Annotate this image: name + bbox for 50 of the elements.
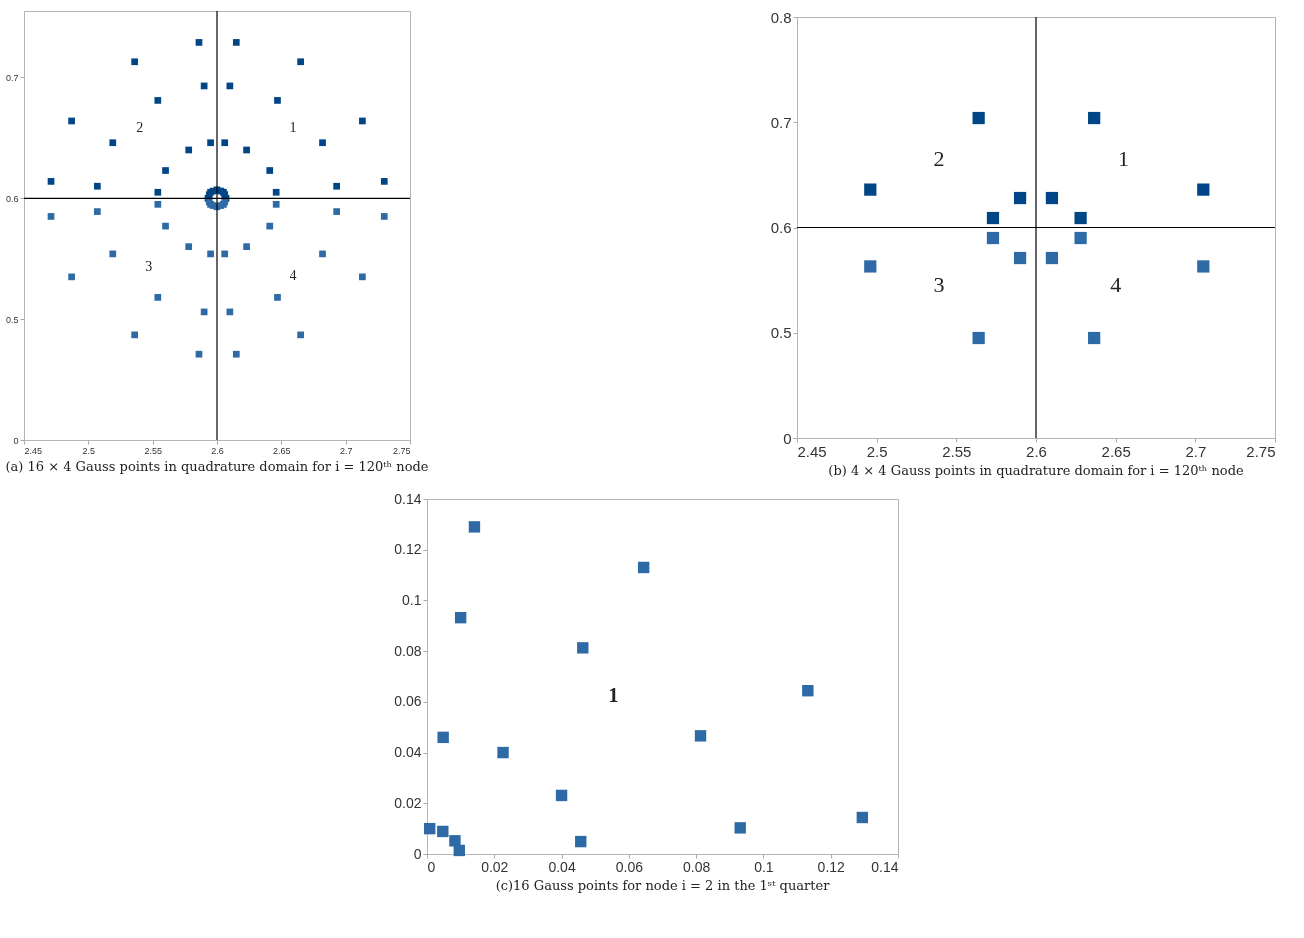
text: (a) 16 × 4 Gauss points in quadrature domain for i = 120ᵗʰ node (5, 459, 429, 474)
annotation: 3 (145, 259, 153, 275)
y-tick-label: 0.5 (770, 324, 792, 342)
x-tick-label: 2.5 (866, 442, 888, 460)
x-tick-label: 2.55 (144, 445, 162, 456)
y-tick-label: 0.06 (393, 693, 422, 710)
y-tick-label: 0.14 (393, 490, 422, 507)
y-tick-label: 0.1 (401, 591, 422, 608)
x-tick-label: 2.45 (797, 442, 827, 460)
x-tick-label: 0.06 (615, 858, 643, 875)
annotation: 2 (136, 120, 144, 136)
x-tick-label: 2.6 (211, 445, 224, 456)
y-tick-label: 0.6 (770, 219, 792, 236)
annotation: 4 (289, 267, 297, 283)
annotation: 4 (1110, 272, 1122, 298)
annotation: 1 (1117, 146, 1129, 172)
x-tick-label: 2.65 (273, 445, 291, 456)
annotation: 3 (933, 272, 945, 298)
x-tick-label: 2.65 (1101, 442, 1131, 460)
y-tick-label: 0.8 (770, 8, 792, 26)
x-tick-label: 2.7 (339, 445, 353, 456)
x-tick-label: 0.1 (753, 858, 774, 875)
annotation: 1 (289, 120, 297, 136)
x-tick-label: 2.7 (1185, 442, 1207, 460)
y-tick-label: 0 (413, 845, 422, 862)
x-tick-label: 2.75 (392, 445, 411, 456)
x-tick-label: 2.75 (1246, 442, 1276, 460)
x-tick-label: 0.02 (480, 858, 509, 875)
y-tick-label: 0.6 (5, 193, 19, 204)
y-tick-label: 0.7 (5, 72, 19, 83)
y-tick-label: 0.04 (393, 744, 422, 761)
x-tick-label: 2.45 (24, 445, 43, 456)
text: (c)16 Gauss points for node i = 2 in the 1ˢᵗ quarter (495, 878, 830, 893)
y-tick-label: 0.02 (393, 794, 422, 811)
y-tick-label: 0.12 (393, 541, 422, 558)
x-tick-label: 0.12 (817, 858, 845, 875)
text: (b) 4 × 4 Gauss points in quadrature domain for i = 120ᵗʰ node (828, 463, 1244, 478)
x-tick-label: 0.04 (547, 858, 576, 875)
x-tick-label: 0 (427, 858, 435, 875)
x-tick-label: 2.6 (1026, 442, 1047, 460)
y-tick-label: 0.7 (770, 113, 792, 131)
y-tick-label: 0.08 (393, 642, 422, 659)
x-tick-label: 2.5 (82, 445, 96, 456)
x-tick-label: 0.14 (870, 858, 899, 875)
annotation: 1 (608, 684, 619, 707)
y-tick-label: 0.5 (5, 314, 19, 325)
x-tick-label: 0.08 (682, 858, 710, 875)
y-tick-label: 0 (13, 435, 19, 446)
annotation: 2 (933, 146, 945, 172)
x-tick-label: 2.55 (942, 442, 972, 460)
